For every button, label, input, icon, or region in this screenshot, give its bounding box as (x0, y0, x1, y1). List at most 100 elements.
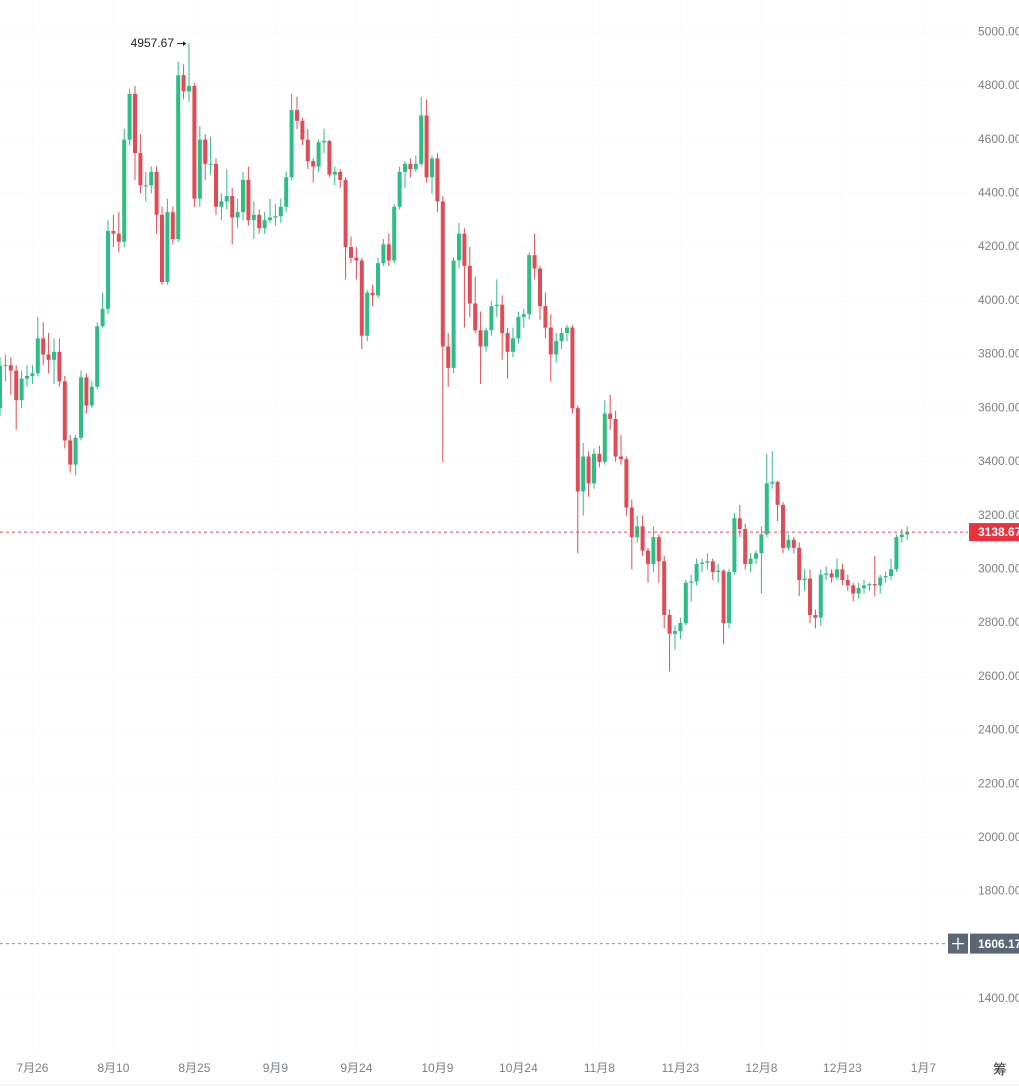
candle-body (511, 338, 515, 352)
candle-body (754, 553, 758, 559)
candle-body (165, 212, 170, 282)
candle-body (62, 381, 67, 441)
candle-body (770, 482, 775, 484)
candle-body (84, 377, 89, 406)
candle-body (100, 308, 105, 327)
candle-body (894, 537, 899, 570)
x-tick-label: 9月24 (340, 1061, 372, 1075)
candle-body (0, 365, 2, 409)
candle-body (170, 212, 175, 240)
candle-body (349, 247, 353, 258)
candle-body (835, 569, 839, 578)
y-tick-label: 1800.00 (978, 884, 1019, 898)
x-tick-label: 8月10 (97, 1061, 129, 1075)
candle-body (851, 585, 856, 594)
candle-body (332, 171, 337, 175)
candle-body (856, 588, 861, 594)
candle-body (392, 206, 397, 261)
candle-body (629, 507, 634, 538)
candle-body (732, 518, 737, 572)
candle-body (689, 581, 694, 583)
candle-body (457, 233, 461, 261)
candle-body (786, 539, 791, 548)
candle-body (19, 378, 24, 401)
candle-body (246, 179, 251, 221)
candle-body (656, 537, 661, 562)
candle-body (829, 573, 834, 578)
candle-body (721, 570, 726, 624)
candle-body (397, 171, 402, 207)
candle-body (338, 171, 343, 180)
x-tick-label: 11月23 (661, 1061, 699, 1075)
y-tick-label: 3400.00 (978, 454, 1019, 468)
candle-body (127, 93, 132, 140)
candle-body (565, 327, 569, 333)
candle-body (500, 304, 505, 333)
candle-body (905, 532, 910, 535)
candle-body (41, 338, 46, 355)
candle-body (808, 578, 812, 615)
candle-body (527, 255, 532, 315)
candle-body (203, 139, 208, 164)
candle-body (106, 230, 110, 309)
x-tick-label: 8月25 (178, 1061, 210, 1075)
candle-body (133, 93, 137, 154)
candle-body (230, 196, 235, 218)
candle-body (862, 585, 866, 589)
x-tick-label: 7月26 (16, 1061, 48, 1075)
candle-body (208, 163, 213, 165)
candle-body (446, 346, 451, 368)
candle-body (57, 351, 62, 382)
candle-body (154, 171, 159, 215)
candle-body (899, 534, 904, 538)
candle-body (759, 534, 764, 554)
x-tick-label: 12月23 (823, 1061, 862, 1075)
candle-body (484, 330, 488, 347)
candle-body (538, 268, 542, 307)
candle-body (548, 327, 553, 355)
candle-body (8, 365, 13, 371)
candle-body (781, 504, 785, 548)
candle-body (824, 573, 829, 575)
candle-body (95, 326, 100, 387)
candle-body (143, 185, 148, 187)
candle-body (138, 153, 143, 186)
candle-body (68, 440, 73, 465)
candle-body (662, 561, 667, 615)
candle-body (521, 314, 526, 317)
candle-body (354, 257, 359, 261)
candle-body (284, 177, 289, 207)
candle-body (235, 212, 240, 218)
candle-body (775, 482, 780, 505)
candle-body (241, 179, 245, 213)
candle-body (116, 233, 121, 242)
candle-body (683, 582, 688, 624)
crosshair-tag (970, 933, 1019, 954)
candle-body (187, 85, 191, 92)
candle-body (370, 292, 375, 296)
candle-body (386, 244, 391, 261)
y-tick-label: 3200.00 (978, 508, 1019, 522)
candle-body (878, 577, 883, 586)
x-tick-label: 9月9 (263, 1061, 289, 1075)
candle-body (840, 569, 845, 581)
candle-body (197, 139, 202, 199)
candle-body (251, 214, 256, 221)
candle-body (381, 244, 386, 264)
candle-body (737, 518, 742, 530)
candle-body (813, 614, 818, 618)
candle-body (462, 233, 467, 266)
candle-body (316, 142, 321, 167)
corner-text: 筹 (993, 1062, 1007, 1078)
candle-body (192, 85, 197, 199)
candle-body (678, 623, 683, 632)
annotation-arrow-head (183, 41, 186, 47)
candle-body (478, 330, 483, 347)
candle-body (489, 306, 494, 331)
candle-body (451, 260, 456, 368)
candle-body (224, 196, 229, 202)
candle-body (700, 562, 704, 564)
candle-body (35, 338, 40, 374)
